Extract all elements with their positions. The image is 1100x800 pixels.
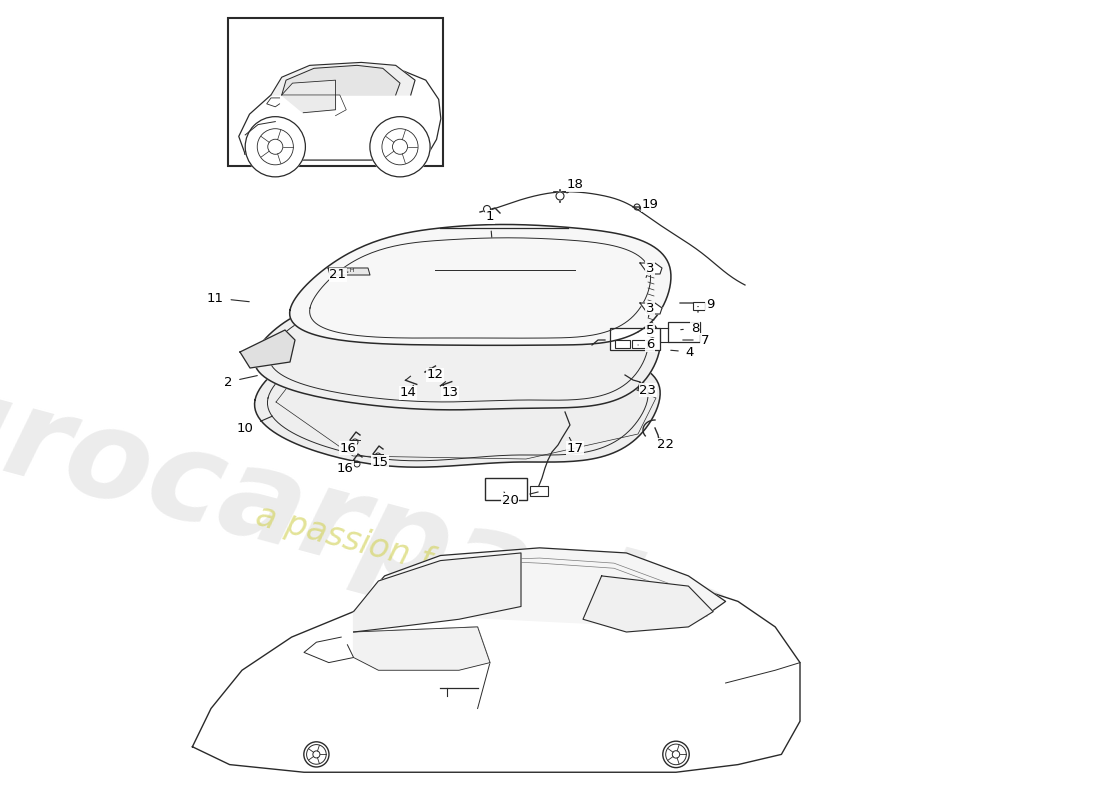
Bar xyxy=(668,322,700,342)
Bar xyxy=(228,18,443,166)
Text: 7: 7 xyxy=(683,334,710,346)
Text: 14: 14 xyxy=(399,386,417,399)
Polygon shape xyxy=(353,548,726,627)
Text: 17: 17 xyxy=(566,438,583,454)
Text: 1: 1 xyxy=(486,210,494,238)
Polygon shape xyxy=(271,62,415,95)
Text: 18: 18 xyxy=(566,178,583,193)
Circle shape xyxy=(556,192,564,200)
Text: 21: 21 xyxy=(330,269,348,282)
Polygon shape xyxy=(192,576,800,772)
Polygon shape xyxy=(282,80,336,113)
Text: 16: 16 xyxy=(337,460,355,474)
Polygon shape xyxy=(640,263,662,274)
Text: 4: 4 xyxy=(671,346,694,358)
Polygon shape xyxy=(266,98,279,106)
Polygon shape xyxy=(240,330,295,368)
Polygon shape xyxy=(328,268,370,275)
Circle shape xyxy=(663,741,690,768)
Bar xyxy=(610,328,660,350)
Circle shape xyxy=(304,742,329,767)
Bar xyxy=(632,340,647,348)
Text: Π H: Π H xyxy=(343,269,354,274)
Polygon shape xyxy=(254,297,660,410)
Text: 2: 2 xyxy=(223,375,257,389)
Bar xyxy=(693,302,705,310)
Text: 3: 3 xyxy=(646,262,654,278)
Polygon shape xyxy=(254,345,660,467)
Polygon shape xyxy=(640,303,662,314)
Text: 20: 20 xyxy=(502,492,518,506)
Text: 5: 5 xyxy=(638,323,654,337)
Polygon shape xyxy=(353,553,521,632)
Circle shape xyxy=(370,117,430,177)
Text: eurocarparts: eurocarparts xyxy=(0,334,736,686)
Text: 11: 11 xyxy=(207,291,250,305)
Bar xyxy=(530,486,548,496)
Text: 12: 12 xyxy=(427,368,443,382)
Text: 3: 3 xyxy=(646,302,654,318)
Text: 10: 10 xyxy=(236,416,273,434)
Text: 22: 22 xyxy=(657,438,673,451)
Circle shape xyxy=(484,206,491,213)
Text: 8: 8 xyxy=(681,322,700,334)
Bar xyxy=(485,478,527,500)
Text: 9: 9 xyxy=(697,298,714,311)
Text: a passion for parts since 1985: a passion for parts since 1985 xyxy=(252,499,748,661)
Text: 6: 6 xyxy=(638,338,654,351)
Text: 13: 13 xyxy=(441,385,459,399)
Polygon shape xyxy=(282,66,400,95)
Text: 19: 19 xyxy=(640,198,659,211)
Circle shape xyxy=(245,117,306,177)
Polygon shape xyxy=(239,68,441,160)
Text: 15: 15 xyxy=(372,454,388,469)
Polygon shape xyxy=(289,225,671,346)
Polygon shape xyxy=(583,576,713,632)
Polygon shape xyxy=(353,627,490,670)
Text: 16: 16 xyxy=(340,440,358,454)
Bar xyxy=(615,340,630,348)
Text: 23: 23 xyxy=(639,382,657,397)
Polygon shape xyxy=(304,637,353,662)
